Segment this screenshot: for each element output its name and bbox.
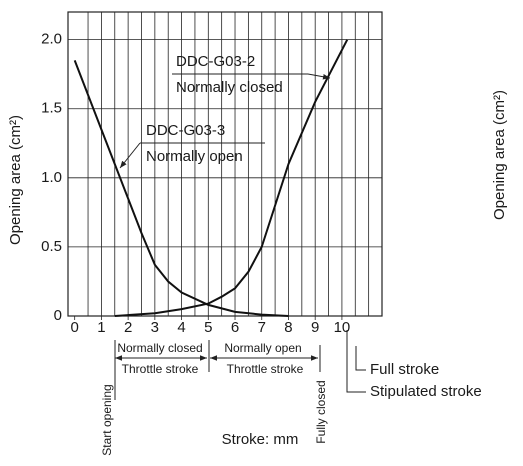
y-tick-label: 1.5 — [41, 100, 62, 117]
x-tick-label: 8 — [284, 319, 292, 336]
stroke-label: Full stroke — [370, 361, 439, 378]
y-tick-label: 1.0 — [41, 169, 62, 186]
y-axis-label: Opening area (cm²) — [7, 115, 24, 245]
y-tick-label: 0 — [54, 307, 62, 324]
stroke-label: Throttle stroke — [227, 362, 304, 376]
stroke-label: Start opening — [100, 384, 114, 455]
x-tick-label: 1 — [97, 319, 105, 336]
series-sub-label: Normally open — [146, 148, 243, 165]
stroke-label: Throttle stroke — [122, 362, 199, 376]
right-axis-label: Opening area (cm²) — [491, 90, 508, 220]
stroke-label: Fully closed — [314, 380, 328, 443]
leader — [307, 73, 331, 80]
x-tick-label: 5 — [204, 319, 212, 336]
leader — [346, 330, 366, 393]
x-tick-label: 6 — [231, 319, 239, 336]
series-label: DDC-G03-2 — [176, 53, 255, 70]
stroke-label: Normally closed — [117, 341, 202, 355]
x-tick-label: 10 — [334, 319, 351, 336]
x-tick-label: 7 — [258, 319, 266, 336]
leader — [355, 346, 366, 371]
y-tick-label: 0.5 — [41, 238, 62, 255]
x-tick-label: 3 — [151, 319, 159, 336]
x-tick-label: 2 — [124, 319, 132, 336]
x-tick-label: 4 — [177, 319, 185, 336]
series-sub-label: Normally closed — [176, 79, 283, 96]
x-tick-label: 9 — [311, 319, 319, 336]
y-tick-label: 2.0 — [41, 31, 62, 48]
series-line — [73, 60, 289, 317]
leader — [119, 142, 141, 169]
x-axis-label: Stroke: mm — [222, 431, 299, 448]
x-tick-label: 0 — [71, 319, 79, 336]
series-label: DDC-G03-3 — [146, 122, 225, 139]
stroke-label: Normally open — [224, 341, 301, 355]
stroke-label: Stipulated stroke — [370, 383, 482, 400]
series-line — [114, 39, 349, 317]
